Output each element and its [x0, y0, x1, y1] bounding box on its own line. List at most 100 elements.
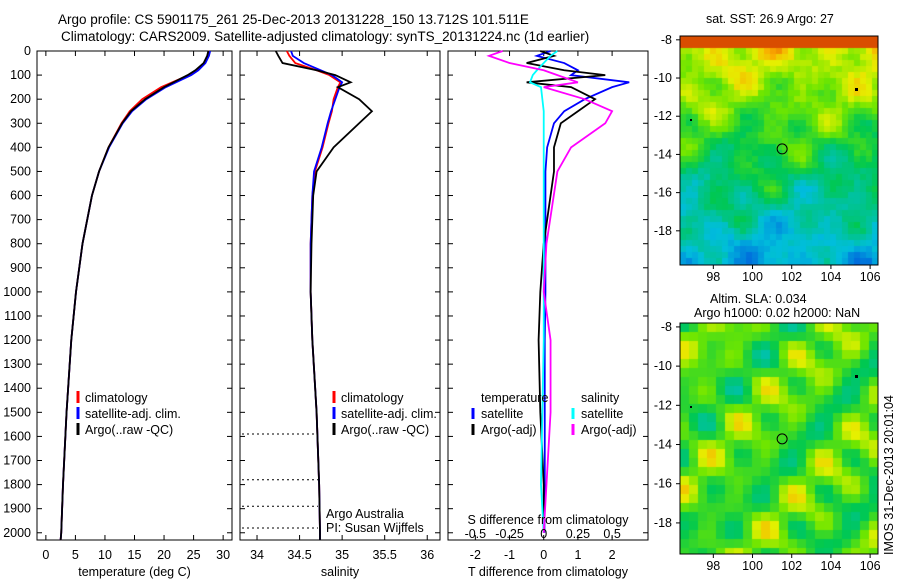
lat-tick-label: -16	[654, 477, 672, 491]
lon-tick-label: 100	[742, 270, 763, 284]
y-tick-label: 1800	[3, 478, 31, 492]
legend-label: Argo(-adj)	[581, 423, 637, 437]
legend-title-temperature: temperature	[481, 391, 548, 405]
lon-tick-label: 106	[860, 559, 881, 573]
y-tick-label: 1700	[3, 454, 31, 468]
argo-profile-marker	[777, 434, 787, 444]
y-tick-label: 1900	[3, 502, 31, 516]
island-marker	[855, 375, 858, 378]
x2-tick-label: -0.5	[465, 527, 487, 541]
lon-tick-label: 106	[860, 270, 881, 284]
x-tick-label: 0	[42, 548, 49, 562]
axes-frame-temperature	[37, 51, 232, 540]
series-line-argo-raw-qc-	[61, 51, 209, 540]
legend-label: satellite-adj. clim.	[85, 407, 181, 421]
lat-tick-label: -18	[654, 516, 672, 530]
legend-label: Argo(..raw -QC)	[341, 423, 429, 437]
x-tick-label: -1	[504, 548, 515, 562]
x-tick-label: 36	[420, 548, 434, 562]
argo-profile-figure: Argo profile: CS 5901175_261 25-Dec-2013…	[0, 0, 900, 580]
y-tick-label: 1500	[3, 405, 31, 419]
island-marker	[855, 88, 858, 91]
legend-label: Argo(-adj)	[481, 423, 537, 437]
y-tick-label: 1400	[3, 381, 31, 395]
island-marker	[690, 119, 692, 121]
lat-tick-label: -10	[654, 359, 672, 373]
axes-frame-salinity	[240, 51, 440, 540]
lon-tick-label: 102	[781, 270, 802, 284]
lat-tick-label: -14	[654, 438, 672, 452]
legend-label: satellite	[481, 407, 523, 421]
y-tick-label: 2000	[3, 526, 31, 540]
map-frame	[680, 323, 878, 554]
x-tick-label: -2	[470, 548, 481, 562]
y-tick-label: 1300	[3, 357, 31, 371]
plot-area: 0 5 10 15 20 25 30temperature (deg C)010020030…	[0, 0, 900, 580]
lon-tick-label: 98	[706, 270, 720, 284]
y-tick-label: 400	[10, 140, 31, 154]
lat-tick-label: -12	[654, 398, 672, 412]
imos-stamp: IMOS 31-Dec-2013 20:01:04	[882, 395, 896, 555]
lat-tick-label: -16	[654, 186, 672, 200]
x-axis-label: salinity	[321, 565, 360, 579]
x2-tick-label: -0.25	[495, 527, 524, 541]
y-tick-label: 900	[10, 261, 31, 275]
x-tick-label: 15	[128, 548, 142, 562]
lat-tick-label: -8	[661, 33, 672, 47]
series-line-argo-raw-qc-	[276, 51, 372, 540]
y-tick-label: 1600	[3, 429, 31, 443]
series-line-salinity-argo-adj-	[489, 51, 612, 533]
lon-tick-label: 104	[820, 559, 841, 573]
island-marker	[690, 406, 692, 408]
x-axis-label: T difference from climatology	[468, 565, 629, 579]
x-tick-label: 34	[250, 548, 264, 562]
x-tick-label: 30	[216, 548, 230, 562]
series-line-satellite-adj-clim-	[291, 51, 342, 540]
legend-title-salinity: salinity	[581, 391, 620, 405]
y-tick-label: 300	[10, 116, 31, 130]
lat-tick-label: -14	[654, 147, 672, 161]
lat-tick-label: -18	[654, 224, 672, 238]
y-tick-label: 1000	[3, 285, 31, 299]
series-line-temperature-satellite	[537, 51, 629, 533]
y-tick-label: 1200	[3, 333, 31, 347]
legend-label: satellite-adj. clim.	[341, 407, 437, 421]
y-tick-label: 500	[10, 164, 31, 178]
series-line-climatology	[61, 51, 209, 540]
x-axis-label: temperature (deg C)	[78, 565, 191, 579]
x-tick-label: 1	[574, 548, 581, 562]
x-tick-label: 34.5	[287, 548, 311, 562]
legend-label: satellite	[581, 407, 623, 421]
x-tick-label: 35	[335, 548, 349, 562]
x2-tick-label: 0.5	[603, 527, 620, 541]
lat-tick-label: -8	[661, 320, 672, 334]
legend-label: Argo(..raw -QC)	[85, 423, 173, 437]
y-tick-label: 0	[24, 44, 31, 58]
x2-tick-label: 0	[540, 527, 547, 541]
x-tick-label: 10	[98, 548, 112, 562]
sla-map-title: Altim. SLA: 0.034	[710, 292, 807, 306]
sst-map-title: sat. SST: 26.9 Argo: 27	[706, 12, 834, 26]
annotation-pi: PI: Susan Wijffels	[326, 521, 424, 535]
x2-tick-label: 0.25	[566, 527, 590, 541]
x-tick-label: 25	[187, 548, 201, 562]
argo-profile-marker	[777, 144, 787, 154]
title-line-2: Climatology: CARS2009. Satellite-adjuste…	[61, 29, 589, 44]
y-tick-label: 700	[10, 213, 31, 227]
lat-tick-label: -12	[654, 109, 672, 123]
x-tick-label: 20	[157, 548, 171, 562]
series-line-temperature-argo-adj-	[527, 51, 606, 533]
y-tick-label: 800	[10, 237, 31, 251]
sla-map-subtitle: Argo h1000: 0.02 h2000: NaN	[694, 306, 860, 320]
x-tick-label: 35.5	[373, 548, 397, 562]
y-tick-label: 200	[10, 92, 31, 106]
x2-axis-label: S difference from climatology	[468, 513, 630, 527]
lon-tick-label: 104	[820, 270, 841, 284]
y-tick-label: 1100	[4, 309, 31, 323]
legend-label: climatology	[85, 391, 148, 405]
lat-tick-label: -10	[654, 71, 672, 85]
annotation-argo-australia: Argo Australia	[326, 507, 404, 521]
y-tick-label: 100	[10, 68, 31, 82]
x-tick-label: 2	[609, 548, 616, 562]
x-tick-label: 5	[72, 548, 79, 562]
